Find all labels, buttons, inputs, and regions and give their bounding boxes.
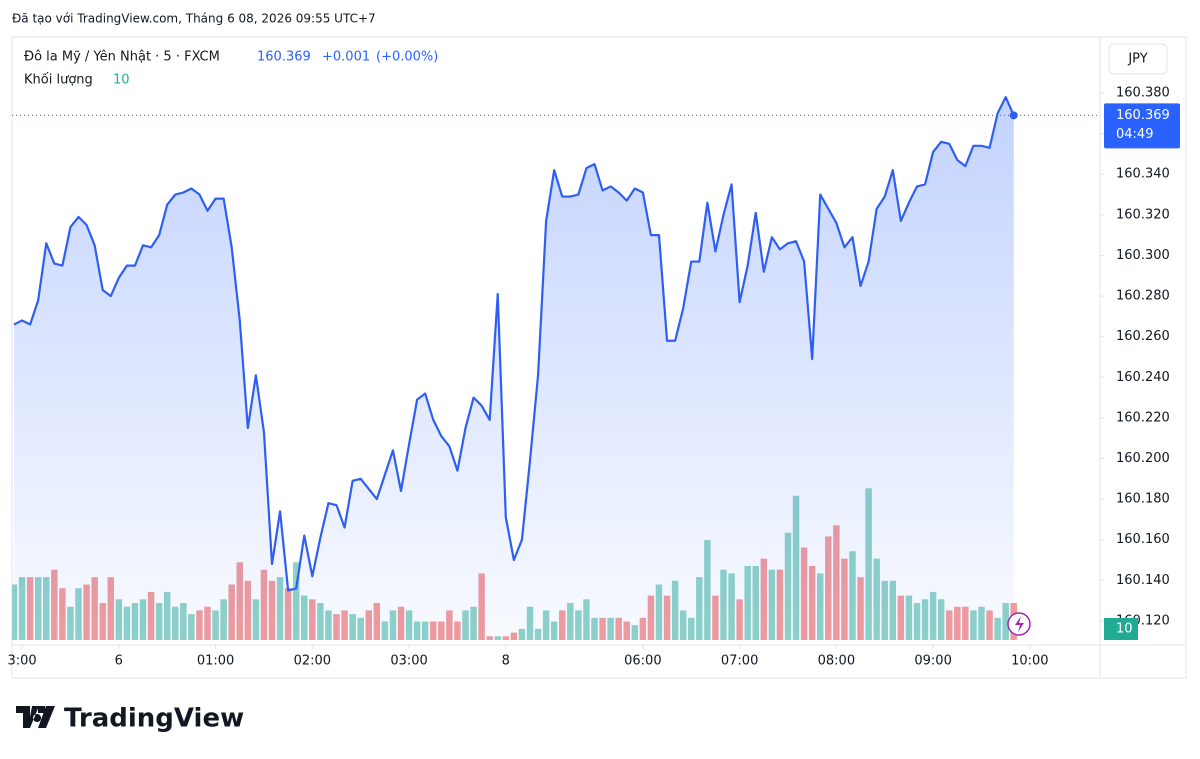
x-tick-label: 03:00 <box>390 654 427 669</box>
volume-value: 10 <box>113 73 130 88</box>
y-tick-label: 160.340 <box>1116 167 1170 182</box>
x-tick-label: 01:00 <box>197 654 234 669</box>
x-tick-label: 02:00 <box>294 654 331 669</box>
volume-label: Khối lượng <box>24 73 93 88</box>
y-tick-label: 160.240 <box>1116 370 1170 385</box>
symbol: Đô la Mỹ / Yên Nhật · 5 · FXCM <box>24 50 220 65</box>
x-tick-label: 08:00 <box>818 654 855 669</box>
y-tick-label: 160.260 <box>1116 329 1170 344</box>
volume-badge-label: 10 <box>1116 622 1133 637</box>
y-tick-label: 160.320 <box>1116 207 1170 222</box>
caption: Đã tạo với TradingView.com, Tháng 6 08, … <box>12 12 376 26</box>
y-tick-label: 160.220 <box>1116 410 1170 425</box>
y-tick-label: 160.160 <box>1116 532 1170 547</box>
x-tick-label: 06:00 <box>624 654 661 669</box>
y-tick-label: 160.300 <box>1116 248 1170 263</box>
logo-mark <box>16 706 55 728</box>
y-tick-label: 160.380 <box>1116 86 1170 101</box>
y-tick-label: 160.200 <box>1116 451 1170 466</box>
change-pct: (+0.00%) <box>376 50 438 65</box>
alert-bolt <box>1015 616 1024 632</box>
x-tick-label: 3:00 <box>7 654 36 669</box>
price-area <box>14 97 1014 640</box>
plot <box>12 95 1017 640</box>
x-tick-label: 6 <box>115 654 123 669</box>
x-tick-label: 10:00 <box>1011 654 1048 669</box>
logo: TradingView <box>64 704 244 734</box>
currency[interactable]: JPY <box>1127 52 1147 67</box>
price-badge <box>1104 103 1180 149</box>
y-tick-label: 160.180 <box>1116 492 1170 507</box>
price-line <box>13 95 1015 592</box>
price-badge-label: 160.369 <box>1116 108 1170 123</box>
change: +0.001 <box>322 50 370 65</box>
price: 160.369 <box>257 50 311 65</box>
currency-button[interactable] <box>1108 43 1168 75</box>
x-tick-label: 07:00 <box>721 654 758 669</box>
x-tick-label: 09:00 <box>914 654 951 669</box>
countdown: 04:49 <box>1116 127 1153 142</box>
last-point <box>1009 111 1018 120</box>
volume-badge <box>1104 618 1138 640</box>
chart-frame <box>11 36 1187 679</box>
y-tick-label: 160.280 <box>1116 289 1170 304</box>
x-tick-label: 8 <box>502 654 510 669</box>
y-tick-label: 160.140 <box>1116 573 1170 588</box>
